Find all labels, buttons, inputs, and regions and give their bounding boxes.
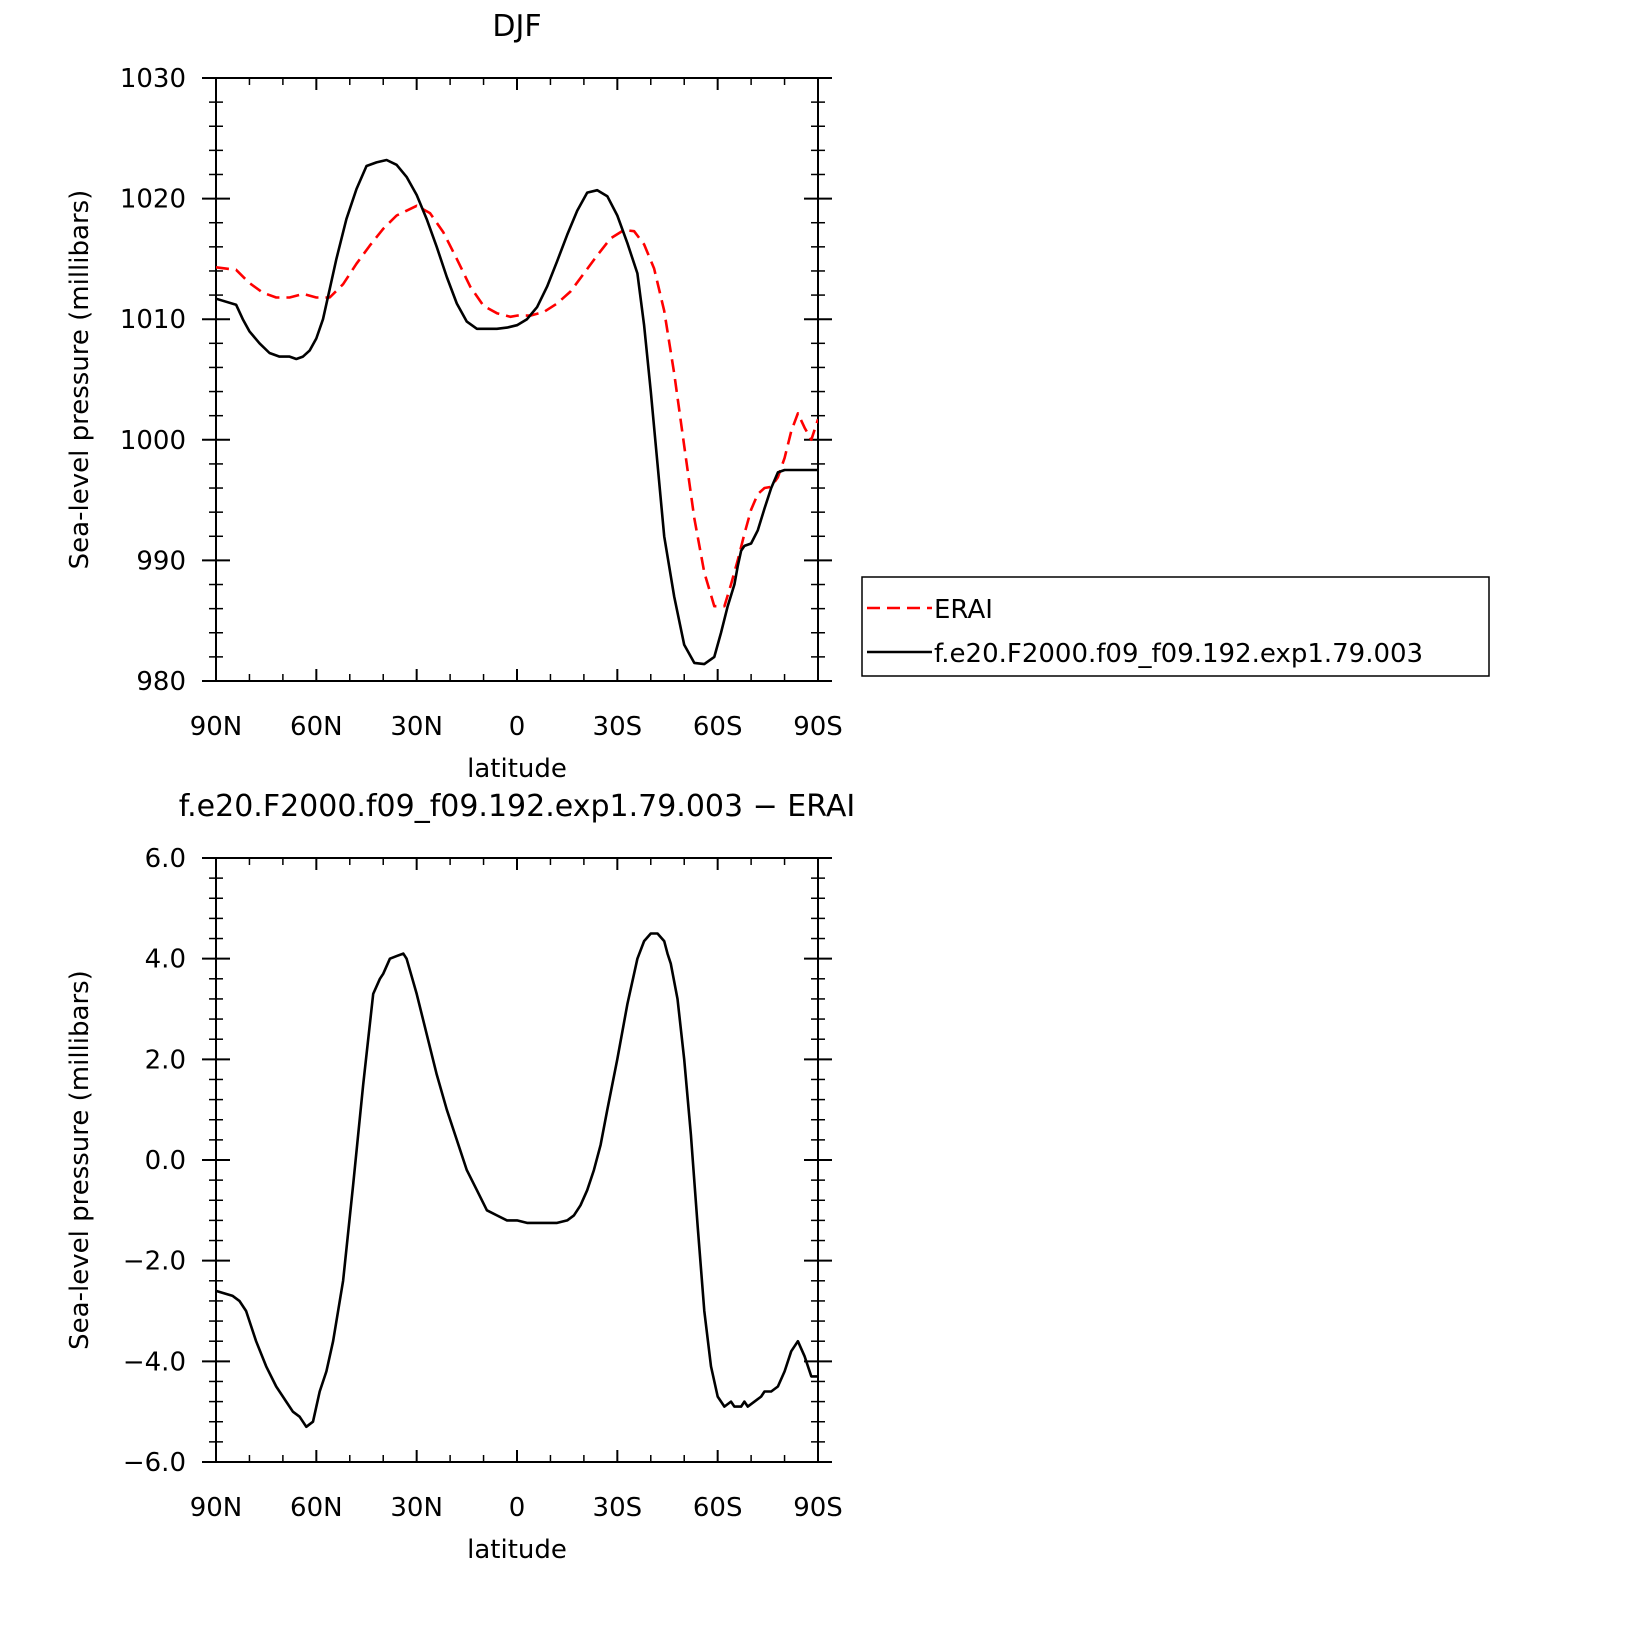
x-tick-label: 30N <box>390 1493 443 1523</box>
x-axis-label: latitude <box>467 754 567 784</box>
x-tick-label: 90N <box>190 712 243 742</box>
legend-box <box>861 576 1490 677</box>
plot-frame <box>215 857 819 1463</box>
x-tick-label: 90N <box>190 1493 243 1523</box>
y-tick-label: −2.0 <box>123 1247 186 1277</box>
y-tick-label: −6.0 <box>123 1448 186 1478</box>
series-line-difference <box>216 932 818 1429</box>
x-tick-label: 30S <box>593 1493 643 1523</box>
y-tick-label: 2.0 <box>145 1045 186 1075</box>
x-tick-label: 0 <box>509 712 526 742</box>
x-tick-label: 60N <box>290 712 343 742</box>
y-axis-label: Sea-level pressure (millibars) <box>65 190 95 570</box>
y-axis-label: Sea-level pressure (millibars) <box>65 970 95 1350</box>
legend: ERAI f.e20.F2000.f09_f09.192.exp1.79.003 <box>861 576 1490 677</box>
x-tick-label: 30S <box>593 712 643 742</box>
y-tick-label: 1020 <box>120 185 186 215</box>
y-tick-label: 1000 <box>120 426 186 456</box>
chart-title: f.e20.F2000.f09_f09.192.exp1.79.003 − ER… <box>179 789 856 824</box>
y-tick-label: 0.0 <box>145 1146 186 1176</box>
series-line-f-e20-f2000-f09-f09-192-exp1-79-003 <box>216 158 818 666</box>
y-tick-label: 1030 <box>120 64 186 94</box>
y-tick-label: 1010 <box>120 305 186 335</box>
y-tick-label: 6.0 <box>145 844 186 874</box>
plot-frame <box>215 77 819 682</box>
legend-label: f.e20.F2000.f09_f09.192.exp1.79.003 <box>934 639 1423 669</box>
x-tick-label: 0 <box>509 1493 526 1523</box>
x-tick-label: 90S <box>793 1493 843 1523</box>
x-tick-label: 60S <box>693 1493 743 1523</box>
y-tick-label: 4.0 <box>145 945 186 975</box>
chart-title: DJF <box>492 9 541 44</box>
x-axis-label: latitude <box>467 1535 567 1565</box>
x-tick-label: 60S <box>693 712 743 742</box>
x-tick-label: 30N <box>390 712 443 742</box>
series-line-erai <box>216 204 818 608</box>
y-tick-label: 990 <box>136 546 186 576</box>
x-tick-label: 90S <box>793 712 843 742</box>
y-tick-label: −4.0 <box>123 1347 186 1377</box>
x-tick-label: 60N <box>290 1493 343 1523</box>
y-tick-label: 980 <box>136 667 186 697</box>
top-panel-djf: DJF 90N 60N 30N 0 30S 60S 90S 980 990 1000 1010 1020… <box>65 9 1490 784</box>
bottom-panel-difference: f.e20.F2000.f09_f09.192.exp1.79.003 − ER… <box>65 789 855 1565</box>
legend-label: ERAI <box>934 595 993 625</box>
